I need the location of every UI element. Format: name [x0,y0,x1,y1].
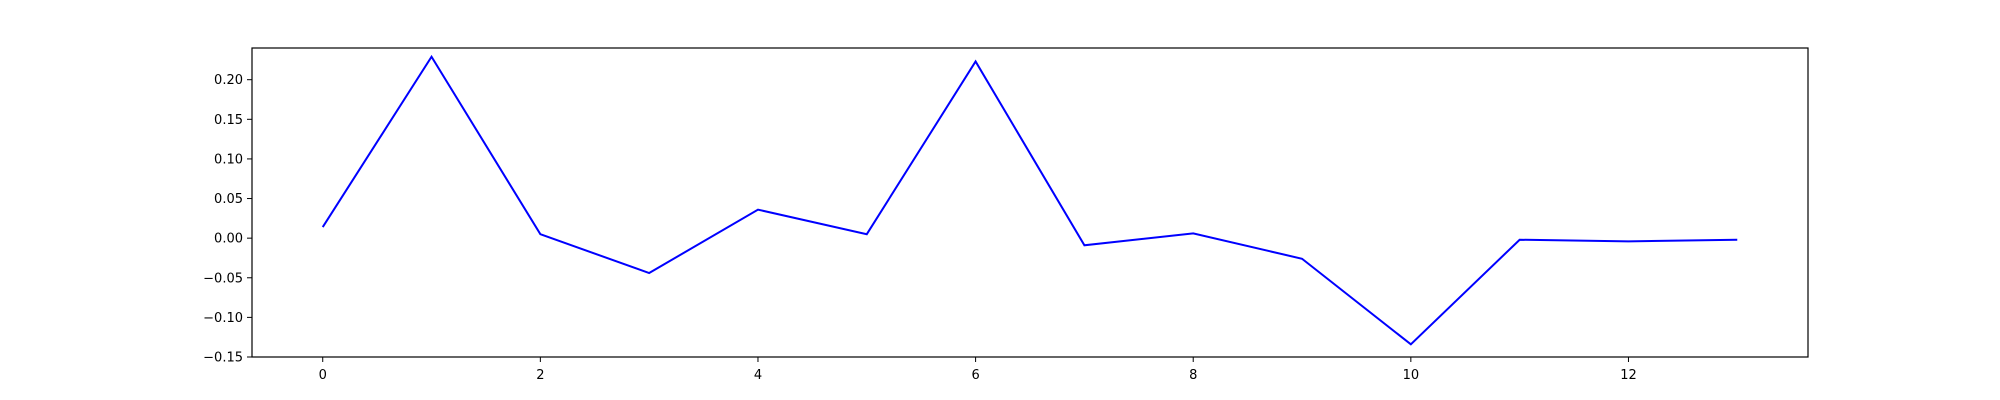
series-line [321,54,1738,346]
x-tick-label: 0 [319,368,327,383]
y-tick-label: −0.10 [203,311,243,326]
y-tick-label: −0.15 [203,351,243,366]
y-tick-label: 0.10 [214,152,243,167]
y-tick-label: 0.20 [214,73,243,88]
x-tick-label: 2 [536,368,544,383]
plot-area [252,48,1808,357]
y-tick-label: −0.05 [203,271,243,286]
y-tick-label: 0.05 [214,192,243,207]
x-tick-label: 12 [1620,368,1637,383]
series-layer [321,54,1738,346]
x-axis: 0 2 4 6 8 10 12 [319,357,1637,383]
y-axis: −0.15 −0.10 −0.05 0.00 0.05 0.10 0.15 0.20 [203,73,252,366]
x-tick-label: 6 [971,368,979,383]
plot-frame [251,47,1809,358]
x-tick-label: 8 [1189,368,1197,383]
y-tick-label: 0.00 [214,232,243,247]
x-tick-label: 10 [1403,368,1420,383]
y-tick-label: 0.15 [214,113,243,128]
x-tick-label: 4 [754,368,762,383]
